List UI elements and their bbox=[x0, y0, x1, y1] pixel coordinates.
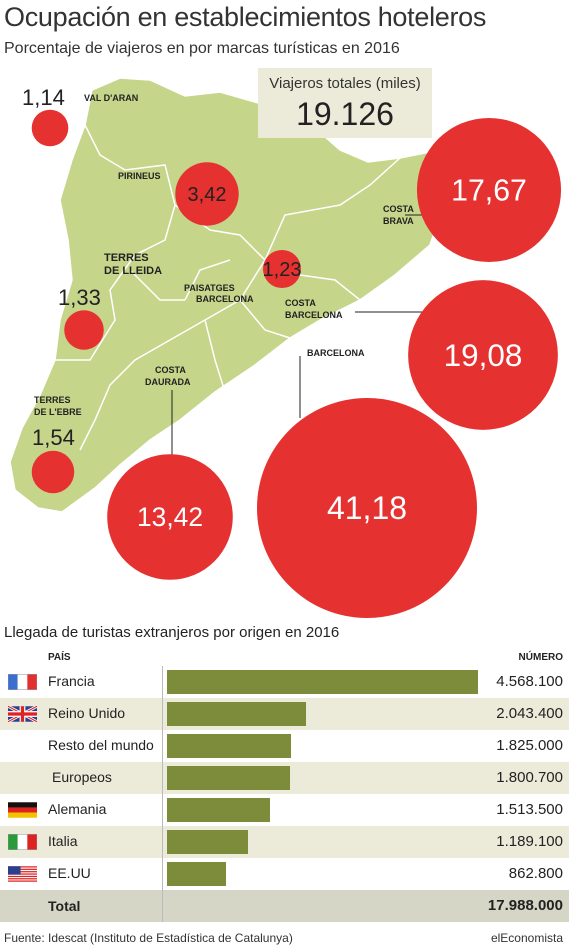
country-name: Resto del mundo bbox=[48, 737, 154, 753]
region-label-terres-lleida: TERRES DE LLEIDA bbox=[104, 252, 162, 277]
bubble-costa-daurada bbox=[107, 454, 233, 580]
france-flag-icon bbox=[7, 673, 38, 691]
bubble-paisatges-barcelona bbox=[262, 249, 302, 289]
column-header-number: NÚMERO bbox=[518, 652, 563, 663]
bubble-value-costa-daurada: 13,42 bbox=[137, 502, 203, 532]
table-row: EE.UU 862.800 bbox=[0, 858, 569, 890]
column-divider bbox=[162, 666, 163, 922]
italy-flag-icon bbox=[7, 833, 38, 851]
bubble-barcelona bbox=[257, 398, 477, 618]
region-label-terres-ebre: TERRES DE L'EBRE bbox=[34, 395, 82, 417]
bubble-value-terres-de-lleida: 1,33 bbox=[58, 285, 101, 310]
bubble-costa-brava bbox=[416, 117, 562, 263]
table-row: Europeos 1.800.700 bbox=[0, 762, 569, 794]
bar-value-label: 1.513.500 bbox=[496, 801, 563, 818]
germany-flag-icon bbox=[8, 802, 37, 818]
table-row: Alemania 1.513.500 bbox=[0, 794, 569, 826]
bar-value-label: 862.800 bbox=[508, 865, 563, 882]
usa-flag-icon bbox=[8, 866, 37, 882]
bubble-pirineus bbox=[175, 162, 239, 226]
bar-value-label: 1.825.000 bbox=[496, 737, 563, 754]
bubble-value-terres-de-l-ebre: 1,54 bbox=[32, 425, 75, 450]
total-travelers-box: Viajeros totales (miles) 19.126 bbox=[258, 68, 432, 138]
total-row: Total 17.988.000 bbox=[0, 890, 569, 922]
bubble-value-barcelona: 41,18 bbox=[327, 490, 407, 526]
source-note: Fuente: Idescat (Instituto de Estadístic… bbox=[4, 931, 293, 945]
country-name: Reino Unido bbox=[48, 705, 126, 721]
bar-chart: Francia 4.568.100 Reino Unido 2.043.400 Rest… bbox=[0, 666, 569, 922]
catalonia-bubble-map: VAL D'ARAN PIRINEUS TERRES DE LLEIDA PAIS… bbox=[9, 77, 562, 618]
country-name: Alemania bbox=[48, 801, 107, 817]
bar bbox=[167, 702, 307, 726]
bubble-value-paisatges-barcelona: 1,23 bbox=[263, 259, 302, 281]
region-label-costa-daurada: COSTA DAURADA bbox=[145, 365, 191, 387]
bubble-value-pirineus: 3,42 bbox=[188, 184, 227, 206]
bubble-value-val-d-aran: 1,14 bbox=[22, 85, 65, 110]
country-name: Francia bbox=[48, 673, 95, 689]
bar bbox=[167, 670, 478, 694]
bubble-costa-barcelona bbox=[408, 280, 558, 430]
bar-value-label: 1.189.100 bbox=[496, 833, 563, 850]
table-row: Francia 4.568.100 bbox=[0, 666, 569, 698]
country-name: Europeos bbox=[52, 769, 112, 785]
column-header-country: PAÍS bbox=[48, 652, 71, 663]
bar-value-label: 2.043.400 bbox=[496, 705, 563, 722]
region-label-pirineus: PIRINEUS bbox=[118, 171, 161, 181]
table-row: Italia 1.189.100 bbox=[0, 826, 569, 858]
bar bbox=[167, 734, 292, 758]
total-travelers-label: Viajeros totales (miles) bbox=[269, 75, 421, 92]
region-label-paisatges-barcelona: PAISATGES BARCELONA bbox=[184, 283, 254, 304]
region-label-costa-barcelona: COSTA BARCELONA bbox=[285, 298, 343, 320]
total-travelers-value: 19.126 bbox=[296, 96, 394, 132]
chart-subtitle: Porcentaje de viajeros en por marcas tur… bbox=[4, 40, 400, 57]
bar bbox=[167, 766, 290, 790]
uk-flag-icon bbox=[7, 704, 38, 724]
total-value: 17.988.000 bbox=[487, 897, 563, 914]
region-label-val-daran: VAL D'ARAN bbox=[84, 93, 138, 103]
region-label-costa-brava: COSTA BRAVA bbox=[383, 204, 414, 226]
country-name: Italia bbox=[48, 833, 78, 849]
country-name: EE.UU bbox=[48, 865, 91, 881]
bar-value-label: 4.568.100 bbox=[496, 673, 563, 690]
bar bbox=[167, 830, 248, 854]
bubble-value-costa-barcelona: 19,08 bbox=[444, 338, 523, 373]
table-row: Reino Unido 2.043.400 bbox=[0, 698, 569, 730]
bar bbox=[167, 862, 226, 886]
bubble-value-costa-brava: 17,67 bbox=[451, 175, 527, 208]
chart-title: Ocupación en establecimientos hoteleros bbox=[4, 2, 487, 32]
total-label: Total bbox=[48, 898, 81, 914]
bubble-terres-de-lleida bbox=[64, 310, 104, 350]
bubble-terres-de-l-ebre bbox=[31, 450, 75, 494]
bubble-val-d-aran bbox=[31, 109, 69, 147]
brand-logo: elEconomista bbox=[490, 931, 563, 945]
bar-value-label: 1.800.700 bbox=[496, 769, 563, 786]
table-row: Resto del mundo 1.825.000 bbox=[0, 730, 569, 762]
region-label-barcelona: BARCELONA bbox=[307, 348, 365, 358]
bar bbox=[167, 798, 271, 822]
bar-chart-title: Llegada de turistas extranjeros por orig… bbox=[4, 624, 340, 641]
